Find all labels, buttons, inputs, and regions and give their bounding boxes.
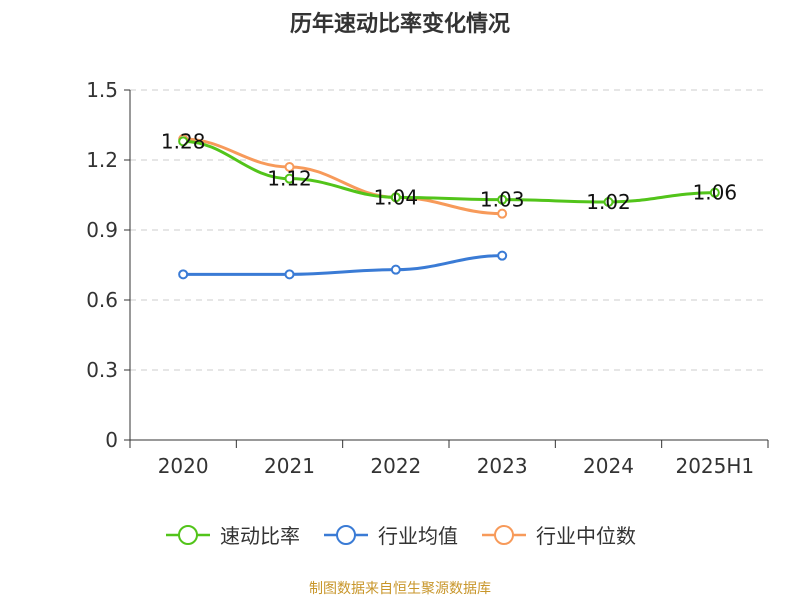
data-point — [390, 192, 401, 203]
legend-marker — [166, 524, 210, 545]
chart-title: 历年速动比率变化情况 — [289, 12, 510, 37]
x-tick-label: 2020 — [158, 454, 209, 478]
data-label: 1.28 — [161, 129, 206, 153]
data-labels: 1.28 1.12 1.04 1.03 1.02 1.06 — [161, 129, 737, 214]
data-point — [390, 264, 401, 275]
data-point — [709, 187, 720, 198]
data-point — [497, 250, 508, 261]
data-point — [284, 269, 295, 280]
data-label: 1.06 — [693, 181, 738, 205]
data-label: 1.02 — [586, 190, 631, 214]
data-label: 1.12 — [267, 167, 312, 191]
legend-item[interactable]: 速动比率 — [164, 520, 300, 549]
data-point — [178, 136, 189, 147]
y-tick-label: 0.3 — [86, 358, 118, 382]
legend: 速动比率 行业均值 行业中位数 — [0, 520, 800, 549]
data-label: 1.04 — [374, 185, 419, 209]
legend-marker — [324, 524, 368, 545]
grid-lines — [130, 89, 768, 371]
y-tick-label: 0.6 — [86, 288, 118, 312]
legend-label: 行业中位数 — [536, 524, 636, 548]
axes: 0 0.3 0.6 0.9 1.2 1.5 2020 2021 2022 2023 2024 2025… — [86, 78, 769, 478]
data-point — [497, 208, 508, 219]
series-line — [183, 254, 503, 276]
y-tick-label: 1.5 — [86, 78, 118, 102]
x-tick-label: 2023 — [477, 454, 528, 478]
y-tick-label: 0.9 — [86, 218, 118, 242]
legend-label: 行业均值 — [378, 524, 458, 548]
x-tick-label: 2022 — [370, 454, 421, 478]
legend-item[interactable]: 行业均值 — [322, 520, 458, 549]
data-point — [178, 269, 189, 280]
data-point — [603, 197, 614, 207]
series-lines — [178, 134, 720, 280]
y-tick-label: 1.2 — [86, 148, 118, 172]
data-point — [284, 173, 295, 184]
legend-marker — [482, 524, 526, 545]
source-note: 制图数据来自恒生聚源数据库 — [309, 581, 491, 597]
data-point — [284, 162, 295, 172]
series-line — [183, 137, 503, 216]
series-line — [183, 139, 715, 204]
x-tick-label: 2025H1 — [675, 454, 754, 478]
legend-item[interactable]: 行业中位数 — [480, 520, 636, 549]
data-label: 1.03 — [480, 188, 525, 212]
legend-label: 速动比率 — [220, 524, 300, 548]
y-tick-label: 0 — [105, 428, 118, 452]
data-point — [497, 194, 508, 205]
x-tick-label: 2021 — [264, 454, 315, 478]
x-tick-label: 2024 — [583, 454, 634, 478]
